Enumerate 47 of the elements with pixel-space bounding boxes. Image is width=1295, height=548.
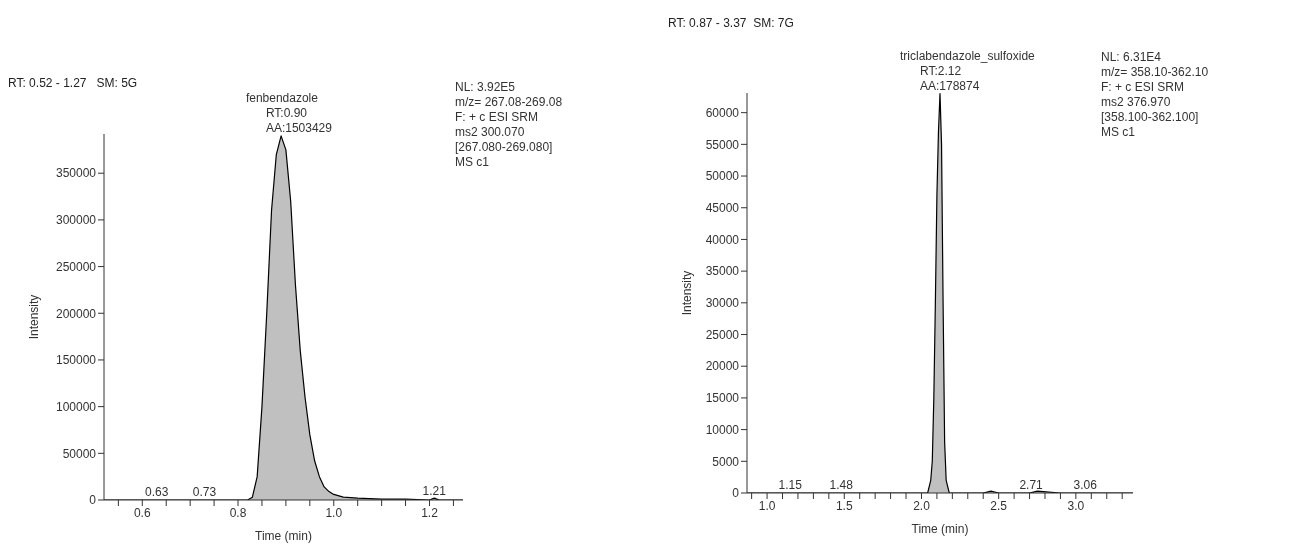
y-tick-label: 10000 <box>705 422 740 437</box>
annotation: fenbendazole RT:0.90 AA:1503429 <box>245 90 333 135</box>
annotation: 1.48 <box>829 478 854 492</box>
annotation: NL: 6.31E4 m/z= 358.10-362.10 F: + c ESI SRM ms2 376.970 [358.100-362.100] MS c1 <box>1101 50 1209 140</box>
y-tick-label: 15000 <box>705 391 740 406</box>
x-tick-label: 1.0 <box>758 498 776 513</box>
y-tick-label: 350000 <box>55 166 97 181</box>
y-tick-label: 100000 <box>55 399 97 414</box>
y-tick-label: 200000 <box>55 306 97 321</box>
x-axis-title: Time (min) <box>255 529 312 543</box>
y-axis-title: Intensity <box>680 270 695 316</box>
y-tick-label: 55000 <box>705 137 740 152</box>
y-axis-title: Intensity <box>27 294 42 340</box>
y-tick-label: 45000 <box>705 201 740 215</box>
annotation: 3.06 <box>1073 478 1098 492</box>
annotation: 0.63 <box>144 485 169 499</box>
y-tick-label: 50000 <box>62 446 97 461</box>
y-tick-label: 25000 <box>705 327 740 342</box>
x-tick-label: 1.2 <box>421 505 439 520</box>
y-tick-label: 60000 <box>705 105 740 120</box>
annotation: 1.21 <box>422 483 447 498</box>
x-tick-label: 1.0 <box>325 505 343 520</box>
y-tick-label: 50000 <box>705 169 740 184</box>
annotation: 0.73 <box>192 485 217 499</box>
x-axis-title: Time (min) <box>911 522 969 536</box>
x-tick-label: 3.0 <box>1067 498 1085 513</box>
y-tick-label: 250000 <box>55 259 97 274</box>
chart-title: RT: 0.87 - 3.37 SM: 7G <box>668 16 794 30</box>
y-tick-label: 20000 <box>705 359 740 374</box>
x-tick-label: 0.6 <box>133 505 151 520</box>
chart-title: RT: 0.52 - 1.27 SM: 5G <box>8 76 138 90</box>
y-tick-label: 0 <box>89 493 97 508</box>
annotation: 1.15 <box>778 478 803 492</box>
y-tick-label: 300000 <box>55 213 97 228</box>
y-tick-label: 40000 <box>705 232 740 247</box>
y-tick-label: 0 <box>732 486 740 501</box>
x-tick-label: 2.0 <box>913 498 931 513</box>
x-tick-label: 0.8 <box>229 505 247 520</box>
annotation: triclabendazole_sulfoxide RT:2.12 AA:178874 <box>900 48 1036 93</box>
annotation: NL: 3.92E5 m/z= 267.08-269.08 F: + c ESI SRM ms2 300.070 [267.080-269.080] MS c1 <box>455 80 563 170</box>
y-tick-label: 150000 <box>55 353 97 368</box>
y-tick-label: 35000 <box>705 264 740 279</box>
x-tick-label: 2.5 <box>990 498 1008 513</box>
y-tick-label: 30000 <box>705 296 740 311</box>
y-tick-label: 5000 <box>712 454 740 469</box>
annotation: 2.71 <box>1019 478 1044 492</box>
x-tick-label: 1.5 <box>835 498 853 513</box>
